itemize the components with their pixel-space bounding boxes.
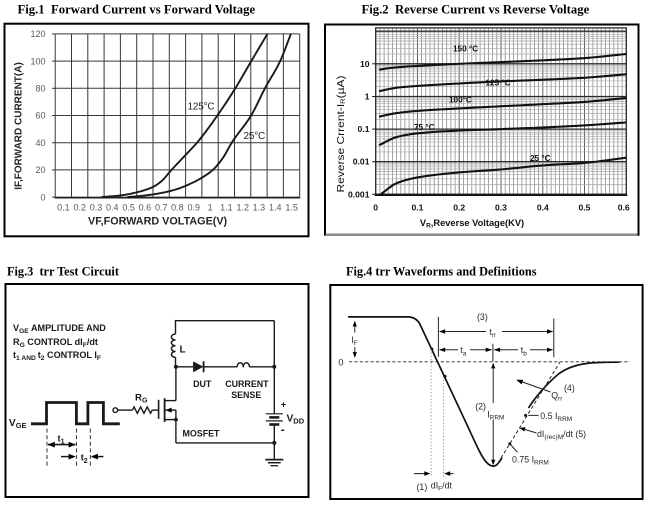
svg-text:0: 0 [373,202,378,212]
svg-text:(2): (2) [475,401,486,411]
svg-text:VR,Reverse Voltage(KV): VR,Reverse Voltage(KV) [420,218,524,229]
svg-text:SENSE: SENSE [231,390,261,400]
svg-text:100: 100 [30,56,45,66]
svg-text:40: 40 [35,138,45,148]
svg-text:80: 80 [35,84,45,94]
svg-text:25 °C: 25 °C [530,154,551,163]
svg-text:0.1: 0.1 [57,203,70,213]
svg-text:Reverse Crrent-IR(µA): Reverse Crrent-IR(µA) [336,76,347,193]
svg-text:CURRENT: CURRENT [225,379,269,389]
svg-text:0.6: 0.6 [618,202,630,212]
svg-text:20: 20 [35,165,45,175]
svg-text:150 °C: 150 °C [453,45,478,54]
svg-text:Fig.1 Forward Current vs Forw: Fig.1 Forward Current vs Forward Voltage [18,3,256,17]
svg-text:0.4: 0.4 [106,203,119,213]
svg-text:0.3: 0.3 [495,202,507,212]
svg-text:Fig.3 trr Test Circuit: Fig.3 trr Test Circuit [7,265,120,279]
svg-text:0.4: 0.4 [537,202,549,212]
svg-text:25°C: 25°C [244,131,266,142]
svg-text:0.9: 0.9 [188,203,201,213]
svg-text:dIF/dt: dIF/dt [431,480,453,492]
svg-text:120: 120 [30,29,45,39]
svg-text:0.5: 0.5 [579,202,591,212]
svg-text:0.2: 0.2 [73,203,86,213]
svg-text:VGE: VGE [9,418,27,430]
svg-text:VF,FORWARD VOLTAGE(V): VF,FORWARD VOLTAGE(V) [88,216,228,228]
svg-text:(4): (4) [564,383,575,393]
svg-text:(3): (3) [477,312,488,322]
svg-text:t1: t1 [58,433,65,445]
svg-text:100°C: 100°C [449,96,472,105]
svg-text:+: + [281,400,287,411]
svg-text:IF,FORWARD CURRENT(A): IF,FORWARD CURRENT(A) [13,62,24,190]
svg-text:tb: tb [521,345,527,357]
svg-text:0.5: 0.5 [122,203,135,213]
svg-text:1: 1 [365,92,370,102]
svg-text:0.3: 0.3 [90,203,103,213]
svg-text:0.8: 0.8 [171,203,184,213]
svg-text:0.1: 0.1 [358,124,370,134]
svg-text:10: 10 [360,59,370,69]
svg-text:(1): (1) [417,482,428,492]
svg-text:0.2: 0.2 [453,202,465,212]
svg-text:1.2: 1.2 [236,203,249,213]
svg-text:DUT: DUT [193,379,212,389]
svg-text:125°C: 125°C [188,102,215,113]
svg-text:125 °C: 125 °C [486,79,511,88]
svg-text:VGE AMPLITUDE AND: VGE AMPLITUDE AND [13,323,106,335]
svg-text:1.4: 1.4 [269,203,282,213]
svg-text:0.7: 0.7 [155,203,168,213]
svg-text:trr: trr [489,327,497,339]
svg-text:0.001: 0.001 [348,189,370,199]
svg-text:0: 0 [338,357,343,367]
svg-text:1.3: 1.3 [253,203,266,213]
svg-text:MOSFET: MOSFET [183,429,221,439]
svg-text:1: 1 [208,203,213,213]
svg-text:0.6: 0.6 [139,203,152,213]
svg-text:t2: t2 [81,453,88,465]
svg-text:VDD: VDD [287,414,305,426]
svg-text:ta: ta [460,345,466,357]
svg-text:-: - [281,423,285,437]
svg-text:IF: IF [351,335,357,347]
svg-text:75 °C: 75 °C [414,123,435,132]
svg-text:RG CONTROL dIF/dt: RG CONTROL dIF/dt [13,337,98,349]
svg-text:0: 0 [40,192,45,202]
svg-text:1.1: 1.1 [220,203,233,213]
svg-text:Fig.2 Reverse Current vs Reve: Fig.2 Reverse Current vs Reverse Voltage [362,3,590,17]
svg-text:0.1: 0.1 [412,202,424,212]
svg-text:60: 60 [35,111,45,121]
svg-text:L: L [180,345,186,356]
svg-text:0.01: 0.01 [353,157,370,167]
svg-text:Fig.4 trr Waveforms and Defini: Fig.4 trr Waveforms and Definitions [346,265,537,279]
svg-text:1.5: 1.5 [285,203,298,213]
